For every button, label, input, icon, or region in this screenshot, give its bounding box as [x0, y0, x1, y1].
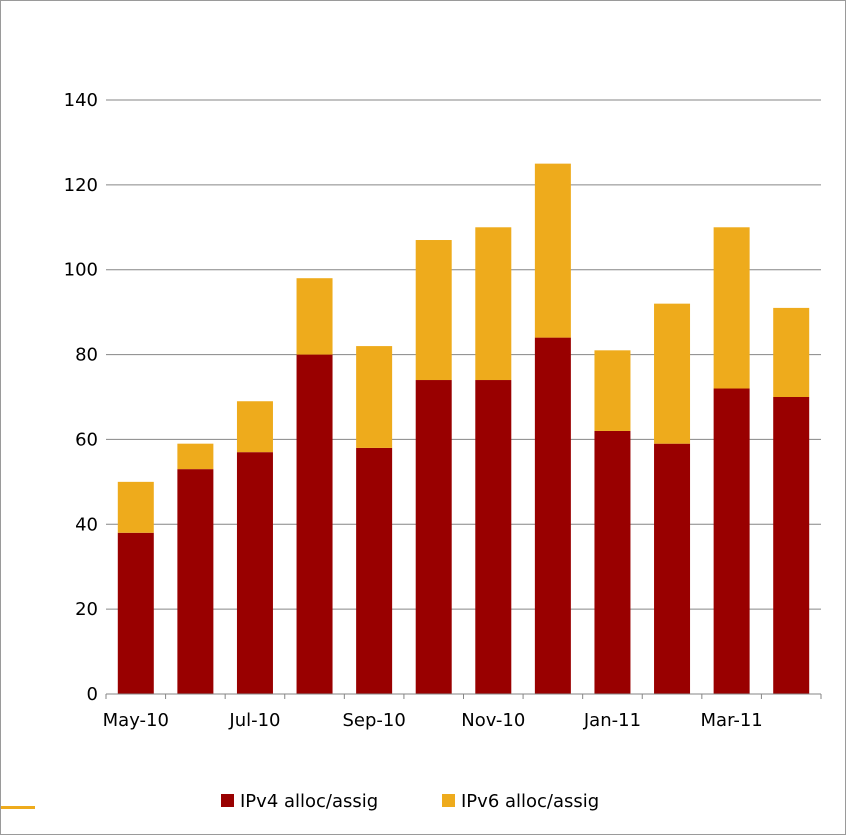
bar-ipv4-nov-10: [475, 380, 512, 694]
gridlines: [106, 99, 821, 610]
legend: IPv4 alloc/assig IPv6 alloc/assig: [221, 791, 599, 812]
bar-ipv4-dec-10: [534, 337, 571, 694]
x-tick-label: Nov-10: [461, 710, 525, 731]
bar-ipv4-may-10: [117, 532, 154, 694]
x-tick-label: Sep-10: [342, 710, 405, 731]
y-tick-label: 120: [64, 175, 98, 196]
bar-ipv6-apr-11: [773, 307, 810, 397]
axes: 0 20 40 60 80 100 120 140 May-10 Jul-10 Sep-10 Nov-…: [64, 90, 822, 731]
bar-ipv4-jul-10: [236, 452, 273, 694]
bar-ipv4-mar-11: [713, 388, 750, 694]
bar-ipv6-jul-10: [236, 401, 273, 453]
x-tick-label: Jul-10: [228, 710, 280, 731]
y-tick-label: 100: [64, 260, 98, 281]
bar-ipv6-feb-11: [654, 303, 691, 444]
bars: [117, 163, 810, 694]
bar-ipv6-jan-11: [594, 350, 631, 431]
y-tick-label: 80: [75, 345, 98, 366]
legend-swatch-ipv6: [442, 794, 455, 807]
bar-ipv4-jan-11: [594, 430, 631, 694]
bar-ipv6-nov-10: [475, 227, 512, 381]
bar-ipv6-aug-10: [296, 278, 333, 355]
bar-ipv6-may-10: [117, 481, 154, 533]
bar-ipv4-oct-10: [415, 380, 452, 694]
x-tick-label: May-10: [103, 710, 169, 731]
bar-ipv6-oct-10: [415, 240, 452, 381]
bar-ipv4-aug-10: [296, 354, 333, 694]
accent-mark: [1, 806, 35, 809]
y-tick-label: 140: [64, 90, 98, 111]
y-tick-label: 20: [75, 599, 98, 620]
bar-ipv4-apr-11: [773, 397, 810, 694]
y-tick-label: 60: [75, 429, 98, 450]
bar-ipv6-mar-11: [713, 227, 750, 389]
bar-ipv4-sep-10: [356, 447, 393, 694]
y-tick-label: 0: [87, 684, 98, 705]
legend-label-ipv6: IPv6 alloc/assig: [461, 791, 599, 812]
bar-ipv4-jun-10: [177, 469, 214, 694]
legend-swatch-ipv4: [221, 794, 234, 807]
bar-ipv6-sep-10: [356, 346, 393, 448]
x-tick-label: Jan-11: [583, 710, 641, 731]
bar-ipv6-jun-10: [177, 443, 214, 470]
bar-ipv6-dec-10: [534, 163, 571, 338]
x-tick-label: Mar-11: [701, 710, 763, 731]
y-tick-label: 40: [75, 514, 98, 535]
bar-ipv4-feb-11: [654, 443, 691, 694]
legend-label-ipv4: IPv4 alloc/assig: [240, 791, 378, 812]
